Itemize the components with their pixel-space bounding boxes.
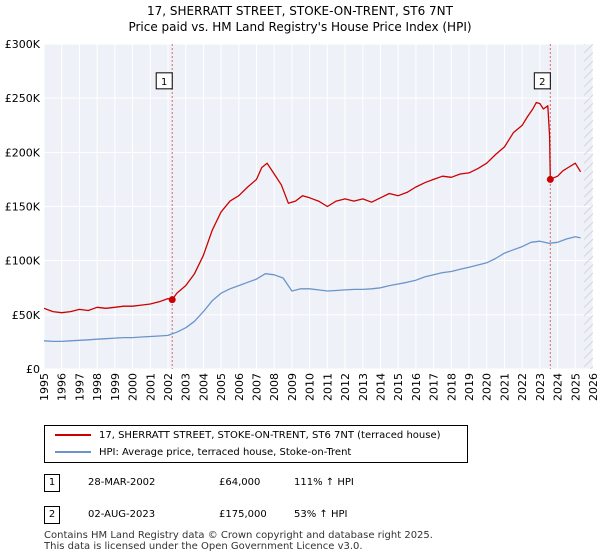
y-tick-label: £250K xyxy=(5,92,41,105)
forecast-hatch xyxy=(584,44,593,369)
x-tick-label: 2007 xyxy=(251,373,264,401)
grid xyxy=(43,43,594,370)
transaction-hpi: 111% ↑ HPI xyxy=(294,477,354,488)
transaction-label: 1 xyxy=(161,77,167,88)
legend-item-hpi: HPI: Average price, terraced house, Stok… xyxy=(55,445,351,461)
x-tick-label: 1998 xyxy=(91,373,104,401)
x-tick-label: 2019 xyxy=(463,373,476,401)
x-tick-label: 2022 xyxy=(516,373,529,401)
transaction-label-box xyxy=(533,72,551,90)
x-tick-label: 2017 xyxy=(428,373,441,401)
x-tick-label: 2002 xyxy=(162,373,175,401)
transaction-points xyxy=(168,175,554,304)
x-tick-label: 2016 xyxy=(410,373,423,401)
series-line-property xyxy=(44,101,582,314)
legend-label-hpi: HPI: Average price, terraced house, Stok… xyxy=(99,447,352,458)
legend-label-property: 17, SHERRATT STREET, STOKE-ON-TRENT, ST6… xyxy=(99,430,441,441)
y-axis-ticks: £0 £50K £100K £150K £200K £250K £300K xyxy=(5,38,41,376)
legend-item-property: 17, SHERRATT STREET, STOKE-ON-TRENT, ST6… xyxy=(55,428,441,444)
x-tick-label: 2023 xyxy=(534,373,547,401)
x-tick-label: 2018 xyxy=(445,373,458,401)
y-tick-label: £0 xyxy=(26,363,40,376)
transaction-price: £64,000 xyxy=(219,477,261,488)
x-tick-label: 2026 xyxy=(587,373,600,401)
chart-subtitle: Price paid vs. HM Land Registry's House … xyxy=(128,20,471,34)
x-tick-label: 2005 xyxy=(215,373,228,401)
x-tick-label: 2006 xyxy=(233,373,246,401)
y-tick-label: £300K xyxy=(5,38,41,51)
x-tick-label: 1997 xyxy=(73,373,86,401)
x-axis-ticks: 1995 1996 1997 1998 1999 2000 2001 2002 2003 2004… xyxy=(38,373,600,401)
transaction-date: 28-MAR-2002 xyxy=(88,477,156,488)
x-tick-label: 2010 xyxy=(304,373,317,401)
series-line-hpi xyxy=(44,236,581,343)
x-tick-label: 2014 xyxy=(374,373,387,401)
transaction-date: 02-AUG-2023 xyxy=(88,509,156,520)
x-tick-label: 2008 xyxy=(268,373,281,401)
x-tick-label: 2021 xyxy=(498,373,511,401)
footer-licence: This data is licensed under the Open Gov… xyxy=(44,541,363,552)
footer: Contains HM Land Registry data © Crown c… xyxy=(44,530,433,552)
x-tick-label: 2013 xyxy=(357,373,370,401)
x-tick-label: 2024 xyxy=(552,373,565,401)
x-tick-label: 1995 xyxy=(38,373,51,401)
transaction-point xyxy=(546,175,554,183)
y-tick-label: £200K xyxy=(5,146,41,159)
legend: 17, SHERRATT STREET, STOKE-ON-TRENT, ST6… xyxy=(44,425,468,463)
x-tick-label: 2004 xyxy=(197,373,210,401)
legend-swatch-property xyxy=(55,434,91,436)
transaction-price: £175,000 xyxy=(219,509,267,520)
x-tick-label: 2009 xyxy=(286,373,299,401)
x-tick-label: 2020 xyxy=(481,373,494,401)
x-tick-label: 1999 xyxy=(109,373,122,401)
transaction-badge: 2 xyxy=(44,506,60,524)
transaction-hpi: 53% ↑ HPI xyxy=(294,509,348,520)
legend-swatch-hpi xyxy=(55,451,91,453)
x-tick-label: 1996 xyxy=(56,373,69,401)
x-tick-label: 2011 xyxy=(321,373,334,401)
chart-title: 17, SHERRATT STREET, STOKE-ON-TRENT, ST6… xyxy=(147,4,454,18)
x-tick-label: 2012 xyxy=(339,373,352,401)
x-tick-label: 2025 xyxy=(569,373,582,401)
transaction-point xyxy=(168,296,176,304)
y-tick-label: £50K xyxy=(12,309,41,322)
x-tick-label: 2003 xyxy=(180,373,193,401)
footer-copyright: Contains HM Land Registry data © Crown c… xyxy=(44,530,433,541)
x-tick-label: 2015 xyxy=(392,373,405,401)
x-tick-label: 2000 xyxy=(127,373,140,401)
transaction-badge: 1 xyxy=(44,474,60,492)
x-tick-label: 2001 xyxy=(144,373,157,401)
transaction-label: 2 xyxy=(539,77,545,88)
transaction-label-box xyxy=(155,72,173,90)
y-tick-label: £100K xyxy=(5,255,41,268)
series-lines xyxy=(44,101,582,343)
y-tick-label: £150K xyxy=(5,201,41,214)
